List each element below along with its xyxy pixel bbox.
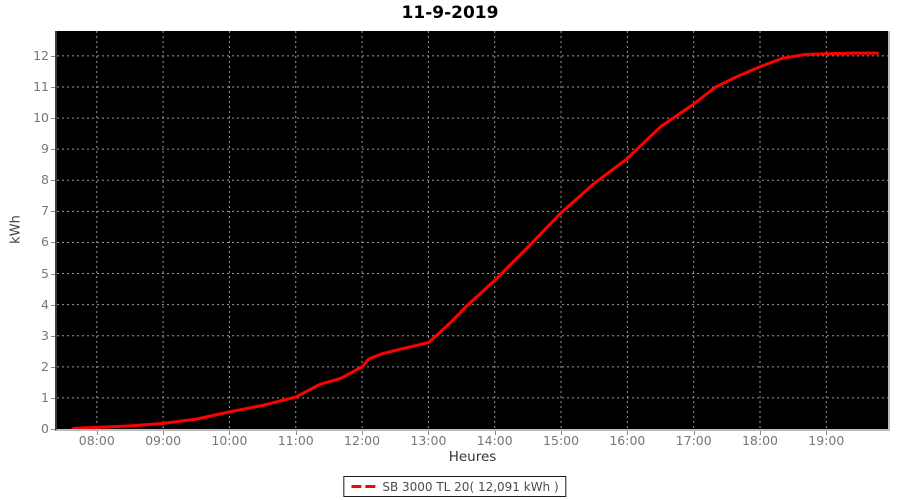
x-tick xyxy=(96,431,98,435)
y-tick xyxy=(51,366,55,368)
y-tick-label: 7 xyxy=(41,203,49,219)
x-tick-label: 09:00 xyxy=(145,433,182,448)
y-tick-label: 3 xyxy=(41,327,49,343)
x-tick xyxy=(561,431,563,435)
y-tick-label: 12 xyxy=(33,47,49,63)
legend-line-symbol xyxy=(351,485,379,488)
y-tick-label: 9 xyxy=(41,141,49,157)
y-tick-label: 8 xyxy=(41,172,49,188)
x-tick-label: 18:00 xyxy=(741,433,779,448)
x-tick-label: 12:00 xyxy=(344,433,381,448)
y-tick xyxy=(51,149,55,151)
x-tick xyxy=(627,431,629,435)
x-tick xyxy=(760,431,761,435)
x-tick-label: 13:00 xyxy=(410,433,447,448)
y-tick xyxy=(51,180,55,182)
x-tick-label: 15:00 xyxy=(543,433,580,448)
x-tick xyxy=(494,431,496,435)
y-tick xyxy=(51,55,55,57)
y-tick xyxy=(51,273,55,275)
plot-canvas xyxy=(57,31,888,429)
x-tick xyxy=(826,431,828,435)
x-tick xyxy=(163,431,165,435)
legend: SB 3000 TL 20( 12,091 kWh ) xyxy=(343,476,567,497)
x-tick-label: 08:00 xyxy=(78,433,115,448)
plot-area xyxy=(55,31,890,431)
x-tick xyxy=(295,431,297,435)
x-tick xyxy=(693,431,695,435)
y-tick xyxy=(51,335,55,337)
x-axis-label: Heures xyxy=(448,449,497,465)
x-tick xyxy=(229,431,231,435)
x-tick xyxy=(362,431,364,435)
x-tick xyxy=(428,431,430,435)
x-tick-label: 17:00 xyxy=(675,433,712,448)
y-tick-label: 1 xyxy=(41,389,49,405)
chart-title: 11-9-2019 xyxy=(401,3,499,23)
y-tick xyxy=(51,242,55,244)
y-tick xyxy=(51,397,55,399)
x-tick-label: 14:00 xyxy=(476,433,513,448)
y-tick-label: 6 xyxy=(41,234,49,250)
y-tick-label: 11 xyxy=(33,78,49,94)
legend-label: SB 3000 TL 20( 12,091 kWh ) xyxy=(382,479,559,494)
x-tick-label: 10:00 xyxy=(211,433,248,448)
y-tick-label: 5 xyxy=(41,265,49,281)
y-tick-label: 10 xyxy=(33,110,49,126)
y-tick xyxy=(51,86,55,88)
y-tick-label: 4 xyxy=(41,296,49,312)
y-tick xyxy=(51,211,55,213)
y-tick-label: 0 xyxy=(41,421,49,436)
x-tick-label: 11:00 xyxy=(277,433,314,448)
series-line xyxy=(72,51,879,429)
y-tick xyxy=(51,429,55,430)
y-tick-label: 2 xyxy=(41,358,49,374)
y-tick xyxy=(51,118,55,120)
x-tick-label: 16:00 xyxy=(609,433,646,448)
y-tick xyxy=(51,304,55,306)
x-tick-label: 19:00 xyxy=(808,433,845,448)
